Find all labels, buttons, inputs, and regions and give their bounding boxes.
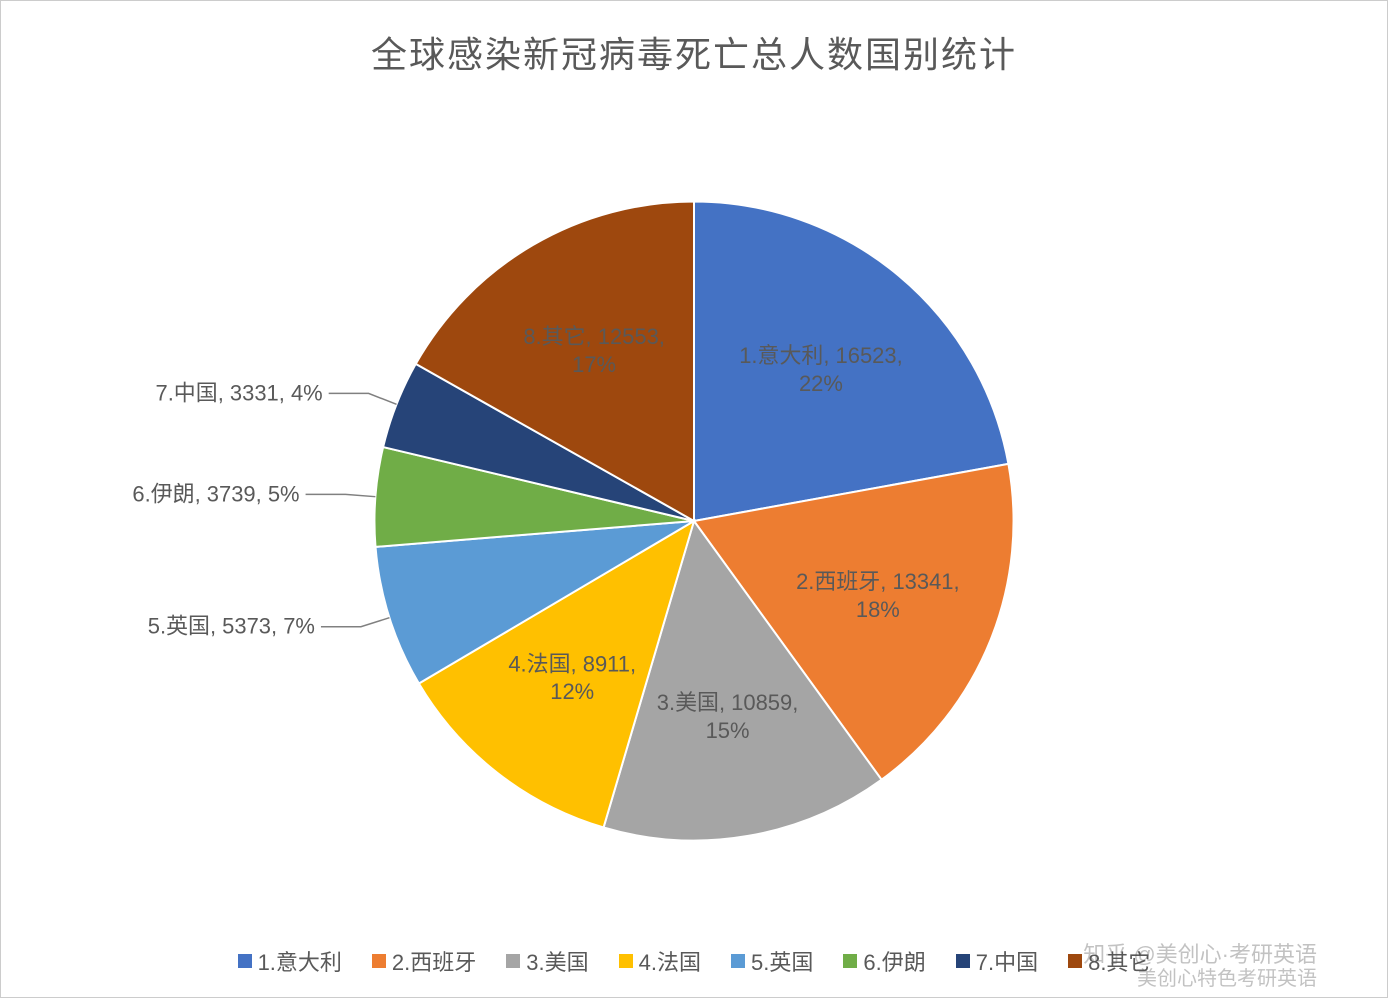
leader-line xyxy=(329,393,397,404)
slice-label: 15% xyxy=(706,718,750,743)
legend-swatch xyxy=(731,954,745,968)
slice-label: 17% xyxy=(572,352,616,377)
legend-item: 6.伊朗 xyxy=(843,945,925,977)
slice-label: 3.美国, 10859, xyxy=(657,690,799,715)
legend-item: 7.中国 xyxy=(956,945,1038,977)
slice-label: 5.英国, 5373, 7% xyxy=(148,614,315,639)
chart-title: 全球感染新冠病毒死亡总人数国别统计 xyxy=(1,1,1387,78)
legend-item: 8.其它 xyxy=(1068,945,1150,977)
legend-item: 5.英国 xyxy=(731,945,813,977)
legend-item: 3.美国 xyxy=(506,945,588,977)
legend-label: 7.中国 xyxy=(976,945,1038,977)
slice-label: 22% xyxy=(799,371,843,396)
legend-swatch xyxy=(843,954,857,968)
legend-item: 1.意大利 xyxy=(238,945,342,977)
legend-swatch xyxy=(1068,954,1082,968)
legend-swatch xyxy=(372,954,386,968)
legend-swatch xyxy=(506,954,520,968)
leader-line xyxy=(306,494,376,496)
legend-label: 5.英国 xyxy=(751,945,813,977)
slice-label: 18% xyxy=(856,597,900,622)
legend-item: 2.西班牙 xyxy=(372,945,476,977)
legend-swatch xyxy=(956,954,970,968)
legend-label: 8.其它 xyxy=(1088,945,1150,977)
legend-label: 4.法国 xyxy=(639,945,701,977)
legend-label: 6.伊朗 xyxy=(863,945,925,977)
legend-item: 4.法国 xyxy=(619,945,701,977)
slice-label: 7.中国, 3331, 4% xyxy=(156,380,323,405)
slice-label: 6.伊朗, 3739, 5% xyxy=(132,481,299,506)
legend-label: 2.西班牙 xyxy=(392,945,476,977)
chart-container: 全球感染新冠病毒死亡总人数国别统计 1.意大利, 16523, 22% 2.西班牙,… xyxy=(0,0,1388,998)
legend-label: 3.美国 xyxy=(526,945,588,977)
legend-swatch xyxy=(619,954,633,968)
slice-label: 1.意大利, 16523, xyxy=(739,343,903,368)
legend-swatch xyxy=(238,954,252,968)
slice-label: 8.其它, 12553, xyxy=(523,324,665,349)
legend-label: 1.意大利 xyxy=(258,945,342,977)
chart-legend: 1.意大利 2.西班牙 3.美国 4.法国 5.英国 6.伊朗 7.中国 8.其它 xyxy=(1,945,1387,977)
slice-label: 4.法国, 8911, xyxy=(508,651,636,676)
slice-label: 12% xyxy=(550,679,594,704)
leader-line xyxy=(321,618,389,627)
slice-label: 2.西班牙, 13341, xyxy=(796,569,960,594)
pie-chart: 1.意大利, 16523, 22% 2.西班牙, 13341, 18% 3.美国, 10… xyxy=(1,131,1387,891)
